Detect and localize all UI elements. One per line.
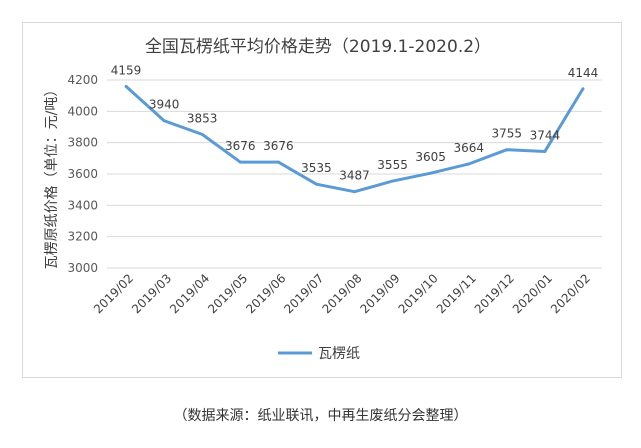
- data-point: [162, 119, 166, 123]
- y-tick-label: 4200: [67, 73, 98, 87]
- x-tick-label: 2019/02: [91, 271, 136, 316]
- legend-label: 瓦楞纸: [318, 346, 360, 362]
- source-note: （数据来源：纸业联讯，中再生废纸分会整理）: [173, 408, 468, 424]
- chart-frame: [22, 22, 622, 378]
- y-tick-label: 4000: [67, 104, 98, 118]
- x-tick-labels: 2019/022019/032019/042019/052019/062019/…: [91, 271, 593, 316]
- data-label: 3853: [187, 111, 218, 125]
- x-tick-label: 2019/08: [319, 271, 364, 316]
- y-tick-label: 3200: [67, 230, 98, 244]
- data-point: [124, 84, 128, 88]
- data-point: [429, 171, 433, 175]
- data-label: 3755: [492, 127, 523, 141]
- data-label: 3940: [149, 98, 180, 112]
- y-axis-label: 瓦楞原纸价格（单位：元/吨）: [44, 83, 60, 270]
- y-tick-label: 3600: [67, 167, 98, 181]
- data-point: [581, 87, 585, 91]
- y-tick-label: 3400: [67, 198, 98, 212]
- data-point: [200, 132, 204, 136]
- data-label: 3535: [301, 161, 332, 175]
- data-point: [467, 162, 471, 166]
- data-label: 3676: [225, 139, 256, 153]
- data-label: 3487: [339, 169, 370, 183]
- x-tick-label: 2019/10: [396, 271, 441, 316]
- x-tick-label: 2019/09: [358, 271, 403, 316]
- data-point: [353, 190, 356, 194]
- data-point: [543, 149, 547, 153]
- x-tick-label: 2020/02: [548, 271, 593, 316]
- data-label: 3676: [263, 139, 294, 153]
- x-tick-label: 2019/11: [434, 271, 479, 316]
- x-tick-label: 2020/01: [510, 271, 555, 316]
- legend: 瓦楞纸: [278, 346, 360, 362]
- data-label: 3664: [453, 141, 484, 155]
- data-label: 3605: [415, 150, 446, 164]
- series-layer: 4159 3940 3853 3676 3676 3535 3487 3555 3605 3664…: [111, 63, 599, 194]
- data-label: 3744: [530, 128, 561, 142]
- data-label: 4144: [568, 66, 599, 80]
- x-tick-label: 2019/05: [205, 271, 250, 316]
- data-label: 4159: [111, 63, 142, 77]
- y-tick-label: 3800: [67, 136, 98, 150]
- chart-title: 全国瓦楞纸平均价格走势（2019.1-2020.2）: [145, 37, 491, 57]
- data-point: [505, 148, 509, 152]
- x-tick-label: 2019/06: [243, 271, 288, 316]
- data-point: [276, 160, 280, 164]
- data-label: 3555: [377, 158, 408, 172]
- price-line-chart: 全国瓦楞纸平均价格走势（2019.1-2020.2） 瓦楞原纸价格（单位：元/吨…: [44, 37, 602, 362]
- data-point: [391, 179, 395, 183]
- x-tick-label: 2019/03: [129, 271, 174, 316]
- data-point: [314, 182, 318, 186]
- x-tick-label: 2019/07: [281, 271, 326, 316]
- data-point: [238, 160, 242, 164]
- grid-layer: [107, 79, 602, 269]
- y-tick-labels: 3000 3200 3400 3600 3800 4000 4200: [67, 73, 98, 275]
- y-tick-label: 3000: [67, 261, 98, 275]
- x-tick-label: 2019/12: [472, 271, 517, 316]
- x-tick-label: 2019/04: [167, 271, 212, 316]
